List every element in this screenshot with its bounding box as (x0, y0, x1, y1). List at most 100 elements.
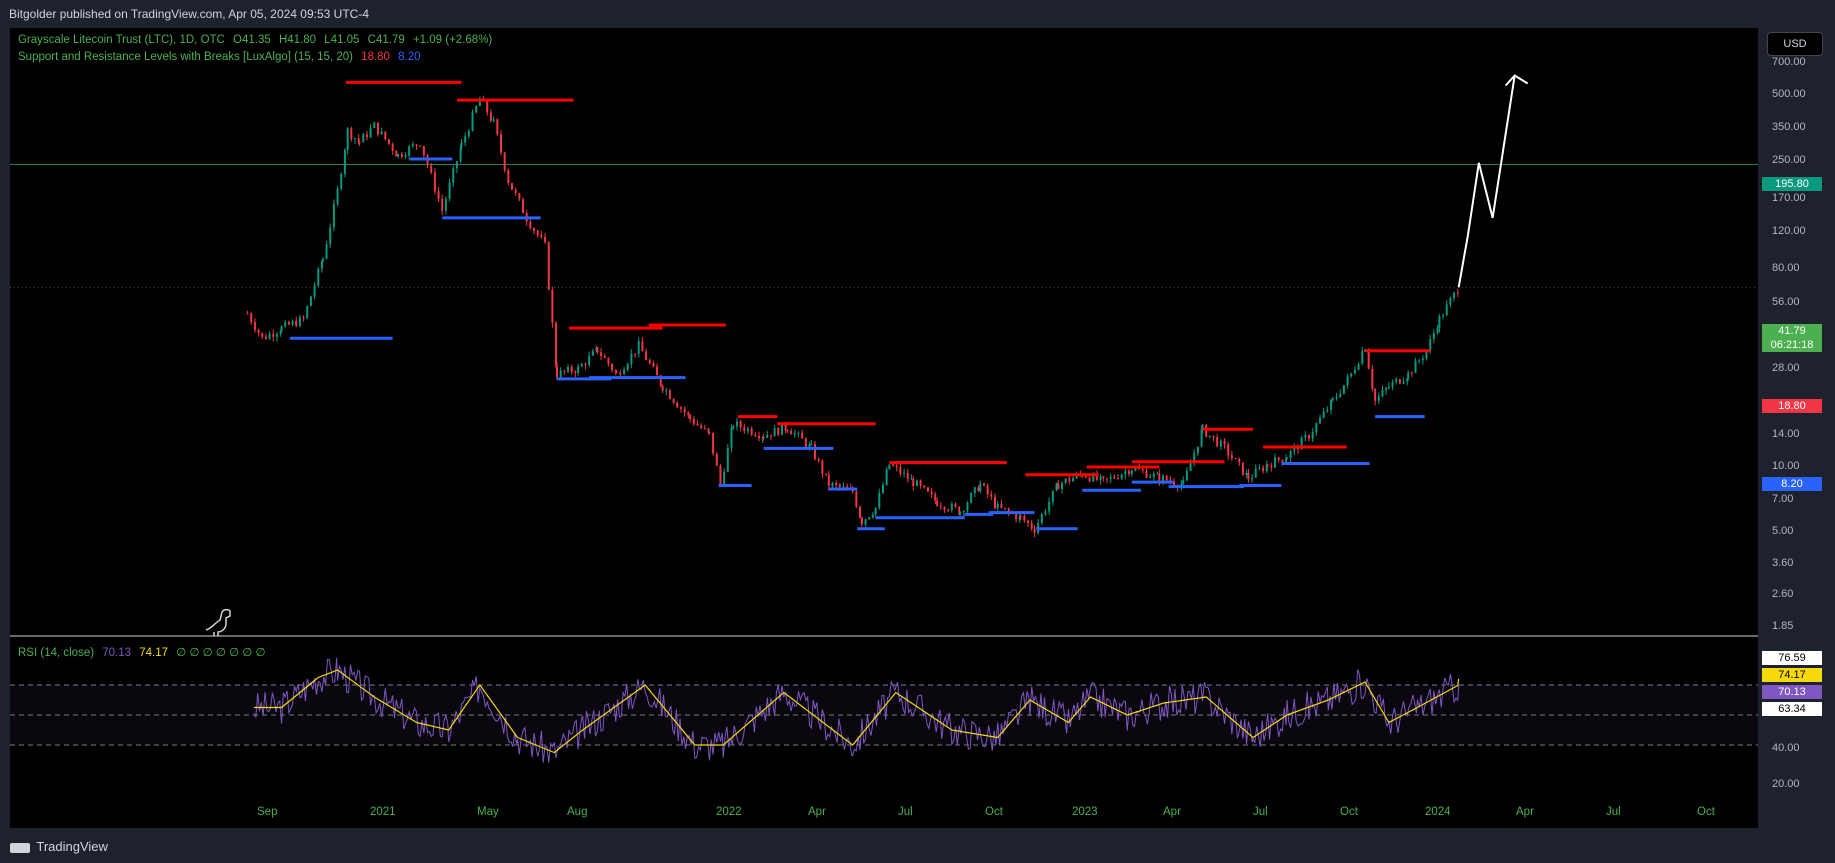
candle-body (1438, 316, 1441, 329)
candle-body (648, 360, 651, 364)
candle-body (1072, 477, 1075, 482)
candle-body (350, 128, 353, 139)
candle-body (707, 428, 710, 433)
price-axis-label: 5.00 (1772, 525, 1794, 537)
candle-body (1398, 379, 1401, 384)
candle-body (1040, 513, 1043, 523)
candle-body (780, 424, 783, 435)
chart-pane[interactable] (10, 28, 1758, 828)
candle-body (808, 444, 811, 448)
candle-body (556, 366, 559, 378)
candle-body (430, 165, 433, 173)
candle-body (1377, 396, 1380, 401)
candle-body (846, 486, 849, 489)
candle-body (455, 161, 458, 169)
rsi-label: RSI (14, close) (18, 647, 95, 659)
candle-body (947, 509, 950, 511)
candle-body (1219, 440, 1222, 447)
candle-body (460, 142, 463, 148)
candle-body (804, 438, 807, 448)
candle-body (1331, 398, 1334, 400)
candle-body (732, 426, 735, 429)
candle-body (596, 347, 599, 353)
candle-body (1088, 477, 1091, 482)
symbol-legend[interactable]: Grayscale Litecoin Trust (LTC), 1D, OTC … (18, 34, 497, 46)
candle-body (723, 471, 726, 485)
rsi-ma-value: 74.17 (139, 647, 169, 659)
indicator-legend[interactable]: Support and Resistance Levels with Break… (18, 51, 426, 63)
candle-body (656, 366, 659, 376)
candle-body (1258, 467, 1261, 469)
candle-body (320, 261, 323, 269)
candle-body (567, 367, 570, 372)
candle-body (1055, 483, 1058, 491)
price-chart[interactable] (10, 28, 1758, 828)
tradingview-footer[interactable]: TradingView (10, 839, 108, 854)
dino-icon[interactable] (205, 608, 231, 636)
rsi-ma-tag: 74.17 (1762, 668, 1822, 682)
candle-body (1102, 476, 1105, 479)
price-axis-label: 250.00 (1772, 154, 1806, 166)
candle-body (1117, 478, 1120, 480)
currency-button[interactable]: USD (1767, 32, 1823, 56)
candle-body (1165, 475, 1168, 481)
candle-body (340, 173, 343, 189)
candle-body (665, 390, 668, 392)
candle-body (708, 432, 711, 434)
candle-body (1293, 446, 1296, 451)
candle-body (373, 122, 376, 129)
candle-body (735, 421, 738, 427)
candle-body (1311, 432, 1314, 439)
candle-body (619, 372, 622, 375)
rsi-value: 70.13 (102, 647, 132, 659)
rsi-ma-line (254, 669, 1460, 754)
candle-body (332, 203, 335, 228)
candle-body (246, 313, 249, 315)
candle-body (634, 353, 637, 355)
candle-body (790, 430, 793, 435)
price-axis-label: 56.00 (1772, 296, 1800, 308)
candle-body (645, 351, 648, 361)
candle-body (1044, 511, 1047, 514)
price-axis-label: 2.60 (1772, 588, 1794, 600)
candle-body (400, 154, 403, 157)
candle-body (489, 112, 492, 121)
candle-body (743, 427, 746, 432)
price-axis-label: 14.00 (1772, 428, 1800, 440)
candle-body (365, 134, 368, 138)
candle-body (982, 483, 985, 486)
candle-body (1361, 351, 1364, 364)
candle-body (1095, 473, 1098, 480)
candle-body (1241, 462, 1244, 475)
candle-body (1208, 435, 1211, 437)
rsi-legend[interactable]: RSI (14, close) 70.13 74.17 ∅ ∅ ∅ ∅ ∅ ∅ … (18, 645, 271, 659)
candle-body (325, 244, 328, 259)
candle-body (793, 432, 796, 435)
candle-body (346, 128, 349, 150)
candle-body (459, 147, 462, 162)
candle-body (739, 421, 742, 428)
candle-body (404, 155, 407, 157)
candle-body (1247, 472, 1250, 480)
candle-body (1152, 473, 1155, 477)
candle-body (295, 321, 298, 327)
candle-body (1149, 476, 1152, 478)
candle-body (529, 221, 532, 229)
candle-body (253, 322, 256, 331)
candle-body (503, 152, 506, 171)
candle-body (272, 333, 275, 337)
candle-body (408, 146, 411, 156)
candle-body (1134, 467, 1137, 471)
candle-body (797, 432, 800, 434)
candle-body (614, 370, 617, 373)
projection-path (1457, 75, 1516, 288)
candle-body (1084, 476, 1087, 478)
candle-body (1315, 423, 1318, 433)
legend-open: O41.35 (233, 34, 271, 46)
candle-body (868, 517, 871, 520)
candle-body (1130, 470, 1133, 475)
candle-body (1189, 463, 1192, 471)
candle-body (878, 493, 881, 508)
candle-body (415, 144, 418, 146)
candle-body (1030, 522, 1033, 529)
